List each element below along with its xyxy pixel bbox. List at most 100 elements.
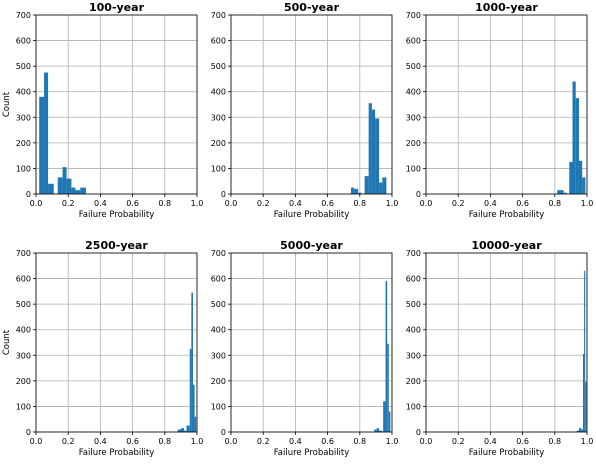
histogram-bar bbox=[75, 190, 81, 194]
y-tick-label: 200 bbox=[16, 139, 31, 148]
x-tick-label: 1.0 bbox=[386, 199, 399, 208]
histogram-bar bbox=[379, 430, 383, 432]
histogram-bar bbox=[582, 354, 585, 432]
histogram-bar bbox=[560, 190, 564, 194]
histogram-bar bbox=[39, 96, 45, 194]
x-axis-label: Failure Probability bbox=[469, 210, 545, 220]
histogram-bar bbox=[585, 382, 587, 432]
y-tick-label: 200 bbox=[211, 377, 226, 386]
y-tick-label: 300 bbox=[211, 113, 226, 122]
histogram-bar bbox=[575, 98, 579, 194]
histogram-bar bbox=[189, 348, 192, 432]
axes-frame bbox=[425, 14, 588, 195]
y-tick-label: 700 bbox=[211, 249, 226, 258]
y-tick-label: 300 bbox=[16, 113, 31, 122]
histogram-bar bbox=[71, 187, 76, 194]
histogram-bar bbox=[557, 190, 561, 194]
y-tick-label: 400 bbox=[211, 326, 226, 335]
y-tick-label: 500 bbox=[211, 300, 226, 309]
x-tick-label: 0.2 bbox=[257, 199, 270, 208]
x-tick-label: 0.4 bbox=[94, 437, 107, 446]
y-tick-label: 0 bbox=[221, 428, 226, 437]
x-tick-label: 0.8 bbox=[548, 199, 561, 208]
x-tick-label: 1.0 bbox=[581, 437, 594, 446]
histogram-bar bbox=[180, 428, 185, 432]
y-tick-label: 700 bbox=[211, 11, 226, 20]
histogram-bar bbox=[581, 429, 583, 432]
x-tick-label: 0.6 bbox=[321, 437, 334, 446]
histogram-bar bbox=[578, 160, 583, 194]
y-axis-label: Count bbox=[2, 329, 12, 355]
y-tick-label: 500 bbox=[406, 300, 421, 309]
y-tick-label: 100 bbox=[211, 164, 226, 173]
histogram-bar bbox=[191, 292, 193, 432]
histogram-bar bbox=[582, 177, 586, 194]
y-tick-label: 700 bbox=[16, 249, 31, 258]
axes-frame bbox=[35, 14, 198, 195]
panel-title: 5000-year bbox=[280, 239, 343, 252]
y-tick-label: 0 bbox=[416, 428, 421, 437]
x-axis-label: Failure Probability bbox=[79, 210, 155, 220]
x-tick-label: 0.0 bbox=[225, 199, 238, 208]
x-axis-label: Failure Probability bbox=[274, 448, 350, 458]
histogram-bar bbox=[48, 183, 54, 194]
axes-frame bbox=[35, 252, 198, 433]
x-tick-label: 0.0 bbox=[420, 437, 433, 446]
histogram-bar bbox=[383, 401, 386, 432]
panel-3: 0.0 0.2 0.4 0.6 0.8 1.0 0 100 200 300 400 500 600 700… bbox=[406, 1, 594, 220]
histogram-bar bbox=[364, 176, 369, 194]
x-tick-label: 0.4 bbox=[289, 199, 302, 208]
x-tick-label: 0.4 bbox=[94, 199, 107, 208]
histogram-bar bbox=[194, 416, 197, 432]
y-tick-label: 200 bbox=[16, 377, 31, 386]
histogram-bar bbox=[385, 281, 388, 432]
y-tick-label: 0 bbox=[26, 190, 31, 199]
histogram-bar bbox=[382, 177, 387, 194]
histogram-bar bbox=[578, 428, 582, 432]
histogram-bar bbox=[354, 188, 359, 194]
histogram-bar bbox=[569, 162, 573, 194]
y-tick-label: 600 bbox=[211, 275, 226, 284]
y-tick-label: 700 bbox=[16, 11, 31, 20]
y-tick-label: 400 bbox=[16, 326, 31, 335]
x-tick-label: 0.8 bbox=[353, 199, 366, 208]
panel-6: 0.0 0.2 0.4 0.6 0.8 1.0 0 100 200 300 400 500 600 700… bbox=[406, 239, 594, 458]
y-tick-label: 200 bbox=[406, 139, 421, 148]
y-tick-label: 200 bbox=[211, 139, 226, 148]
x-tick-label: 1.0 bbox=[191, 437, 204, 446]
histogram-bar bbox=[186, 425, 190, 432]
x-tick-label: 0.8 bbox=[548, 437, 561, 446]
histogram-bar bbox=[388, 411, 391, 432]
y-tick-label: 100 bbox=[16, 402, 31, 411]
x-axis-label: Failure Probability bbox=[469, 448, 545, 458]
y-tick-label: 300 bbox=[406, 351, 421, 360]
x-tick-label: 1.0 bbox=[386, 437, 399, 446]
histogram-bar bbox=[371, 109, 376, 194]
y-tick-label: 200 bbox=[406, 377, 421, 386]
y-tick-label: 100 bbox=[211, 402, 226, 411]
y-tick-label: 600 bbox=[16, 275, 31, 284]
panel-1: 0.0 0.2 0.4 0.6 0.8 1.0 0 100 200 300 400 500 600 700… bbox=[2, 1, 203, 220]
y-tick-label: 0 bbox=[26, 428, 31, 437]
x-axis-label: Failure Probability bbox=[79, 448, 155, 458]
y-tick-label: 600 bbox=[211, 37, 226, 46]
histogram-bar bbox=[350, 187, 355, 194]
x-tick-label: 0.8 bbox=[158, 437, 171, 446]
histogram-bar bbox=[576, 430, 579, 432]
histogram-bar bbox=[57, 177, 63, 194]
histogram-bar bbox=[192, 384, 195, 432]
x-tick-label: 0.2 bbox=[62, 199, 75, 208]
x-tick-label: 0.0 bbox=[30, 437, 43, 446]
y-tick-label: 700 bbox=[406, 11, 421, 20]
panel-5: 0.0 0.2 0.4 0.6 0.8 1.0 0 100 200 300 400 500 600 700… bbox=[211, 239, 399, 458]
histogram-bar bbox=[374, 429, 377, 432]
histogram-bar bbox=[563, 192, 567, 194]
x-axis-label: Failure Probability bbox=[274, 210, 350, 220]
histogram-bar bbox=[62, 167, 67, 194]
x-tick-label: 0.2 bbox=[452, 199, 465, 208]
x-tick-label: 0.8 bbox=[158, 199, 171, 208]
histogram-bar bbox=[572, 81, 576, 194]
y-tick-label: 100 bbox=[406, 164, 421, 173]
y-tick-label: 500 bbox=[16, 62, 31, 71]
